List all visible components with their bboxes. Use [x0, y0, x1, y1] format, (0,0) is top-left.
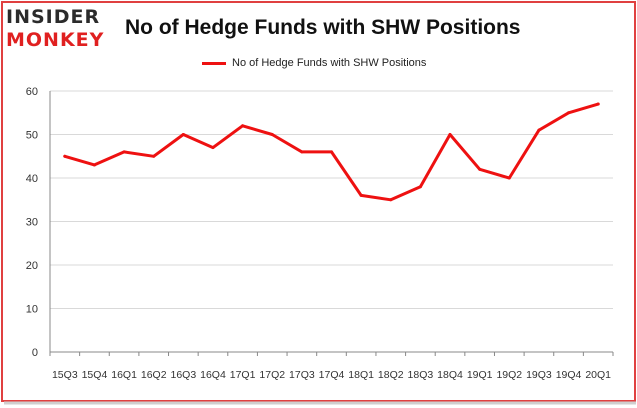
y-tick-label: 20 [26, 260, 38, 272]
data-point [241, 124, 245, 128]
data-point [567, 111, 571, 115]
y-tick-label: 10 [26, 304, 38, 316]
data-point [448, 133, 452, 136]
data-point [596, 102, 600, 106]
data-point [359, 193, 363, 197]
y-tick-label: 0 [32, 347, 38, 359]
data-point [181, 133, 185, 136]
x-tick-label: 15Q4 [82, 369, 108, 381]
series-line-group [63, 102, 600, 202]
legend-swatch [202, 61, 226, 65]
x-tick-label: 18Q3 [408, 369, 434, 381]
x-tick-label: 18Q1 [348, 369, 374, 381]
y-tick-label: 40 [26, 173, 38, 185]
data-point [152, 154, 156, 158]
x-tick-label: 17Q3 [289, 369, 315, 381]
x-tick-label: 20Q1 [585, 369, 611, 381]
data-point [537, 128, 541, 132]
x-axis: 15Q3 15Q4 16Q1 16Q2 16Q3 16Q4 17Q1 17Q2 17Q3 17Q4… [49, 351, 614, 381]
outer-border [1, 1, 636, 402]
y-axis: 0 10 20 30 40 50 60 [26, 86, 51, 359]
x-tick-label: 17Q2 [259, 369, 285, 381]
chart-title: No of Hedge Funds with SHW Positions [125, 16, 521, 39]
x-tick-label: 16Q1 [111, 369, 137, 381]
x-tick-label: 17Q1 [230, 369, 256, 381]
data-point [63, 154, 67, 158]
data-point [478, 167, 482, 171]
data-point [389, 198, 393, 202]
insider-monkey-logo: INSIDER MONKEY [6, 6, 118, 54]
data-point [122, 150, 126, 154]
x-tick-label: 15Q3 [52, 369, 78, 381]
x-tick-label: 19Q4 [556, 369, 582, 381]
logo-line-2: MONKEY [6, 29, 105, 51]
gridlines [50, 90, 613, 353]
data-point [330, 150, 333, 154]
data-point [92, 163, 96, 167]
x-tick-label: 16Q4 [200, 369, 226, 381]
x-tick-label: 16Q3 [170, 369, 196, 381]
x-tick-label: 17Q4 [319, 369, 345, 381]
x-tick-label: 19Q2 [496, 369, 522, 381]
x-tick-label: 16Q2 [141, 369, 167, 381]
data-point [270, 133, 274, 136]
x-tick-label: 19Q1 [467, 369, 493, 381]
y-tick-label: 50 [26, 130, 38, 142]
data-point [418, 185, 422, 189]
x-tick-label: 19Q3 [526, 369, 552, 381]
legend-label: No of Hedge Funds with SHW Positions [232, 57, 427, 69]
data-point [300, 150, 304, 154]
data-point [211, 146, 215, 150]
legend: No of Hedge Funds with SHW Positions [202, 55, 426, 71]
x-tick-label: 18Q2 [378, 369, 404, 381]
data-point [507, 176, 511, 180]
y-tick-label: 30 [26, 217, 38, 229]
x-tick-label: 18Q4 [437, 369, 463, 381]
logo-line-1: INSIDER [6, 6, 101, 28]
y-tick-label: 60 [26, 86, 38, 98]
